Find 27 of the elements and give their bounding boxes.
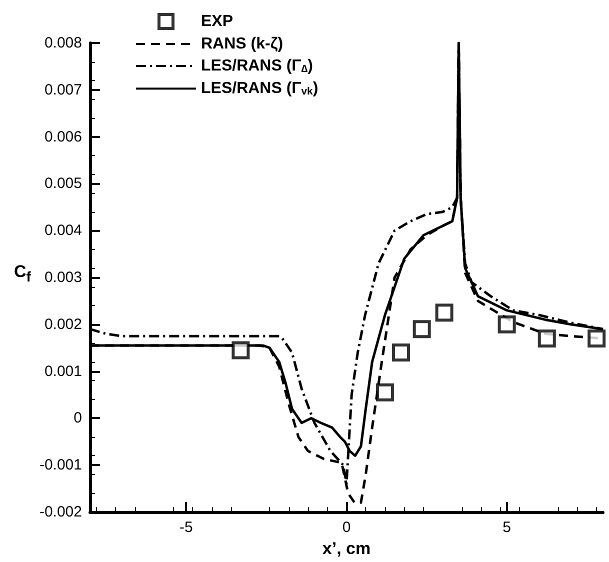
y-axis-title: C$_{f}$ xyxy=(14,262,31,286)
y-tick-label: 0.005 xyxy=(44,175,82,192)
y-tick-label: 0.002 xyxy=(44,316,82,333)
x-axis-title: x’, cm xyxy=(322,539,371,558)
x-tick-label: 5 xyxy=(502,519,511,536)
y-tick-label: 0.003 xyxy=(44,269,82,286)
legend-label: LES/RANS (Γ∆) xyxy=(201,58,313,76)
y-tick-label: 0.007 xyxy=(44,81,82,98)
point xyxy=(376,383,394,402)
x-tick-label: -5 xyxy=(180,519,193,536)
y-tick-label: 0 xyxy=(74,410,82,427)
x-tick-label: 0 xyxy=(342,519,351,536)
point xyxy=(588,329,606,348)
y-tick-label: -0.001 xyxy=(39,456,82,474)
y-tick-label: 0.008 xyxy=(44,34,82,52)
y-tick-label: 0.006 xyxy=(44,128,82,146)
point xyxy=(435,304,454,322)
legend-label: EXP xyxy=(201,13,234,30)
y-tick-label: 0.001 xyxy=(44,362,82,380)
y-tick-label: 0.004 xyxy=(44,222,82,240)
y-tick-label: -0.002 xyxy=(39,504,82,520)
point xyxy=(412,320,431,338)
legend-label: RANS (k-ζ) xyxy=(201,36,284,52)
point xyxy=(232,341,250,360)
point xyxy=(392,344,410,362)
point xyxy=(538,329,556,348)
point xyxy=(498,315,516,334)
